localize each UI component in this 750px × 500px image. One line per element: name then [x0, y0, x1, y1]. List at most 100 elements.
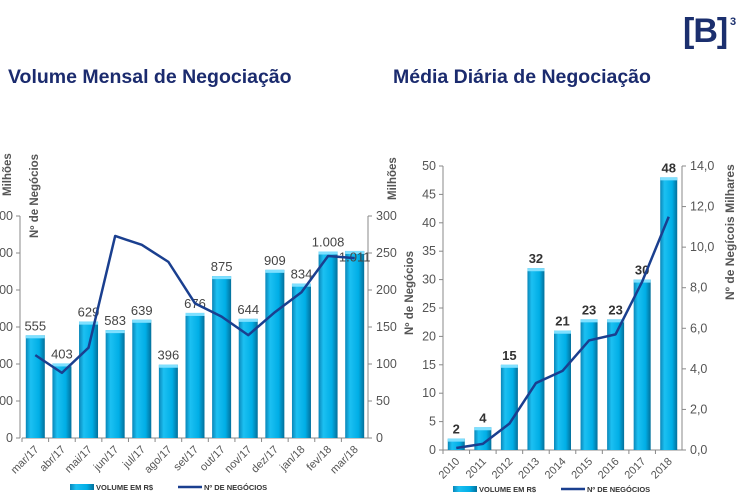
- right-tick-label: 10,0: [690, 240, 714, 254]
- bar-top: [212, 276, 232, 280]
- left-tick-label: 45: [422, 187, 436, 201]
- bar-top: [500, 364, 518, 368]
- bar-top: [52, 363, 72, 367]
- left-tick-label: 1000: [0, 246, 13, 260]
- bar: [79, 321, 99, 438]
- bar-value-label: 23: [582, 302, 596, 317]
- right-axis-title-negocios: Nº de Negócios: [404, 251, 416, 335]
- x-tick-label: mar/18: [328, 444, 361, 477]
- bar-value-label: 15: [502, 348, 516, 363]
- left-tick-label: 20: [422, 329, 436, 343]
- right-tick-label: 6,0: [690, 321, 707, 335]
- legend-line-label: Nº DE NEGÓCIOS: [587, 485, 650, 494]
- bar-top: [25, 335, 45, 339]
- x-tick-label: 2018: [649, 456, 675, 482]
- bar: [345, 250, 365, 438]
- left-tick-label: 35: [422, 244, 436, 258]
- right-tick-label: 0,0: [690, 443, 707, 457]
- left-tick-label: 600: [0, 320, 13, 334]
- x-tick-label: set/17: [171, 444, 201, 474]
- bar: [158, 364, 178, 438]
- bar: [291, 283, 311, 438]
- bar-value-label: 403: [51, 346, 73, 361]
- legend-bar-swatch: [453, 486, 477, 492]
- x-tick-label: 2017: [622, 456, 648, 482]
- bar-top: [345, 250, 365, 254]
- legend-line-label: Nº DE NEGÓCIOS: [204, 483, 267, 492]
- right-tick-label: 250: [376, 246, 397, 260]
- x-tick-label: mai/17: [63, 444, 95, 476]
- bar-value-label: 1.008: [312, 235, 345, 250]
- right-tick-label: 300: [376, 209, 397, 223]
- left-axis-title-negocios: Nº de Negócios: [29, 154, 41, 238]
- bar-top: [660, 177, 678, 181]
- bar-top: [447, 438, 465, 442]
- bar-top: [158, 364, 178, 368]
- bar-top: [607, 319, 625, 323]
- legend-bar-label: VOLUME EM R$: [96, 483, 154, 492]
- bar: [185, 312, 205, 438]
- bar-value-label: 4: [479, 410, 487, 425]
- left-tick-label: 40: [422, 216, 436, 230]
- left-tick-label: 10: [422, 386, 436, 400]
- bar-value-label: 32: [529, 251, 543, 266]
- bar: [527, 268, 545, 450]
- bar-value-label: 875: [211, 259, 233, 274]
- bar: [265, 269, 285, 438]
- bar-top: [79, 321, 99, 325]
- left-tick-label: 0: [6, 431, 13, 445]
- x-tick-label: out/17: [198, 444, 228, 474]
- bar: [447, 438, 465, 450]
- left-tick-label: 50: [422, 159, 436, 173]
- bar-value-label: 555: [24, 318, 46, 333]
- legend-bar-label: VOLUME EM R$: [479, 485, 537, 494]
- left-tick-label: 200: [0, 394, 13, 408]
- bar-value-label: 639: [131, 303, 153, 318]
- x-tick-label: 2016: [596, 456, 622, 482]
- bar-value-label: 583: [104, 313, 126, 328]
- left-axis-title-milhoes: Milhões: [2, 153, 14, 196]
- legend-bar-swatch: [70, 484, 94, 490]
- bar: [105, 330, 125, 438]
- x-tick-label: dez/17: [249, 444, 281, 476]
- bar-top: [265, 269, 285, 273]
- bar: [132, 319, 152, 438]
- bar-value-label: 48: [661, 160, 675, 175]
- logo-superscript: 3: [730, 16, 737, 28]
- right-tick-label: 12,0: [690, 200, 714, 214]
- right-tick-label: 4,0: [690, 362, 707, 376]
- bar-top: [238, 318, 258, 322]
- x-tick-label: 2014: [543, 456, 569, 482]
- bar-value-label: 2: [453, 422, 460, 437]
- left-tick-label: 1200: [0, 209, 13, 223]
- bar-value-label: 629: [78, 305, 100, 320]
- bar: [212, 276, 232, 438]
- bar-top: [318, 251, 338, 255]
- daily-left-axis-title-milhoes: Milhões: [387, 157, 399, 200]
- bar-value-label: 21: [555, 314, 569, 329]
- x-tick-label: jan/18: [277, 444, 307, 474]
- bar-top: [105, 330, 125, 334]
- bar-top: [132, 319, 152, 323]
- logo-text: [B]: [683, 12, 728, 50]
- bar-top: [185, 312, 205, 316]
- bar-value-label: 644: [237, 302, 259, 317]
- x-tick-label: 2013: [516, 456, 542, 482]
- bar-top: [291, 283, 311, 287]
- right-tick-label: 14,0: [690, 159, 714, 173]
- left-tick-label: 0: [429, 443, 436, 457]
- bar: [554, 330, 571, 450]
- left-tick-label: 25: [422, 301, 436, 315]
- left-tick-label: 5: [429, 415, 436, 429]
- right-tick-label: 2,0: [690, 402, 707, 416]
- bar-top: [554, 330, 571, 334]
- right-tick-label: 150: [376, 320, 397, 334]
- bar: [52, 363, 72, 438]
- chart-title-daily: Média Diária de Negociação: [393, 66, 651, 88]
- x-tick-label: 2010: [437, 456, 463, 482]
- x-tick-label: 2015: [569, 456, 595, 482]
- bar: [238, 318, 258, 438]
- bar-top: [580, 319, 598, 323]
- bar: [633, 279, 651, 450]
